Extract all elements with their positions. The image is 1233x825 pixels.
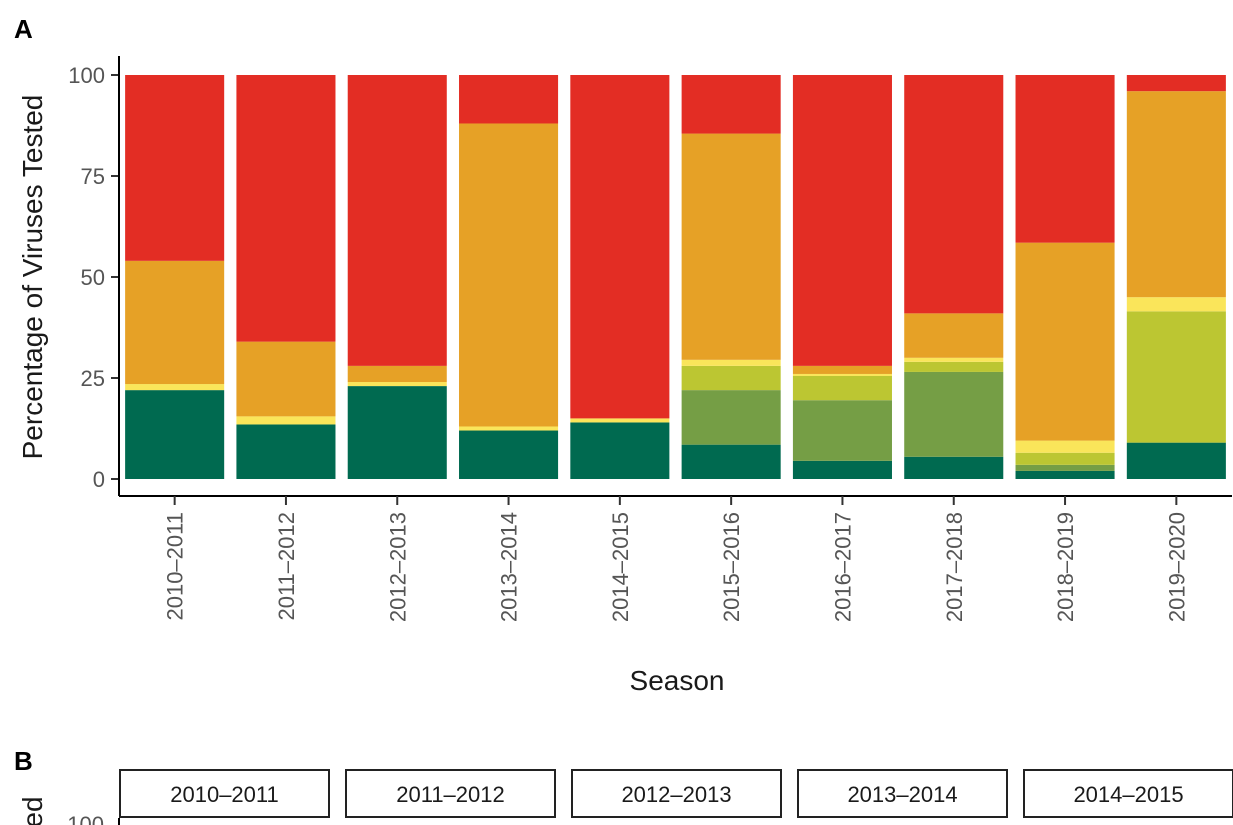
facet-strip (119, 769, 330, 818)
bar-segment (236, 416, 336, 425)
bar-segment (1126, 442, 1226, 479)
bar-segment (792, 375, 892, 401)
x-tick-label: 2014–2015 (608, 512, 633, 622)
bar-segment (1015, 470, 1115, 479)
bar-segment (459, 75, 559, 124)
bar-segment (792, 365, 892, 374)
bar-segment (236, 424, 336, 479)
facet-strip-label: 2014–2015 (1073, 782, 1183, 807)
bar-segment (904, 75, 1004, 314)
bar-segment (347, 75, 447, 366)
x-tick-label: 2016–2017 (830, 512, 855, 622)
bar-segment (792, 460, 892, 479)
x-tick-label: 2010–2011 (163, 512, 188, 621)
x-tick-label: 2018–2019 (1053, 512, 1078, 622)
x-tick-label: 2017–2018 (942, 512, 967, 622)
facet-strip (571, 769, 782, 818)
bar-segment (1015, 242, 1115, 441)
panel-b-label: B (14, 746, 33, 776)
facet-strip (345, 769, 556, 818)
bar-segment (459, 426, 559, 431)
facet-strip (797, 769, 1008, 818)
bar-segment (1015, 440, 1115, 453)
bar-segment (1015, 75, 1115, 243)
bar-segment (904, 357, 1004, 362)
bar-segment (125, 260, 225, 385)
bar-segment (1126, 75, 1226, 92)
x-tick-label: 2019–2020 (1164, 512, 1189, 622)
plot-area (125, 75, 1226, 479)
bar-segment (681, 390, 781, 445)
facet-strip (1023, 769, 1233, 818)
bar-segment (459, 123, 559, 427)
bar-segment (236, 341, 336, 417)
bar-segment (681, 365, 781, 391)
x-axis: 2010–2011 2011–2012 2012–2013 2013–2014 2014… (163, 496, 1189, 622)
facet-strip-label: 2013–2014 (847, 782, 957, 807)
x-tick-label: 2013–2014 (497, 512, 522, 622)
y-axis-title: Percentage of Viruses Tested (17, 95, 48, 460)
panel-a-label: A (14, 14, 33, 44)
bar-segment (792, 373, 892, 376)
bar-segment (236, 75, 336, 342)
bar-segment (125, 75, 225, 261)
bar-segment (1015, 452, 1115, 465)
bar-segment (347, 382, 447, 387)
bar-segment (1126, 311, 1226, 443)
x-tick-label: 2011–2012 (274, 512, 299, 621)
bar-segment (904, 456, 1004, 479)
x-tick-label: 2012–2013 (385, 512, 410, 622)
y-tick-label: 25 (81, 366, 105, 391)
bar-segment (570, 422, 670, 479)
x-axis-title: Season (630, 665, 725, 696)
bar-segment (1126, 297, 1226, 312)
bar-segment (125, 390, 225, 479)
bar-segment (904, 361, 1004, 372)
bar-segment (1015, 464, 1115, 471)
bar-segment (125, 384, 225, 391)
facet-strip-label: 2010–2011 (170, 782, 279, 807)
bar-segment (1126, 91, 1226, 298)
facet-strips: 2010–2011 2011–2012 2012–2013 2013–2014 2014… (119, 769, 1233, 818)
y-axis: 0 25 50 75 100 (68, 63, 119, 492)
bar-segment (792, 400, 892, 461)
y-tick-label: 50 (81, 265, 105, 290)
bar-segment (681, 444, 781, 479)
bar-segment (347, 365, 447, 383)
bar-segment (459, 430, 559, 479)
bar-segment (681, 75, 781, 134)
bar-segment (570, 418, 670, 423)
y-tick-label: 0 (93, 467, 105, 492)
bar-segment (904, 371, 1004, 457)
bar-segment (904, 313, 1004, 358)
panel-b-y-tick-label: 100 (67, 812, 104, 825)
bar-segment (792, 75, 892, 366)
y-tick-label: 75 (81, 164, 105, 189)
bar-segment (681, 133, 781, 360)
bar-segment (570, 75, 670, 419)
x-tick-label: 2015–2016 (719, 512, 744, 622)
y-tick-label: 100 (68, 63, 105, 88)
bar-segment (347, 386, 447, 479)
facet-strip-label: 2012–2013 (621, 782, 731, 807)
bar-segment (681, 359, 781, 366)
facet-strip-label: 2011–2012 (396, 782, 505, 807)
panel-b-y-axis-title: ed (17, 796, 48, 825)
